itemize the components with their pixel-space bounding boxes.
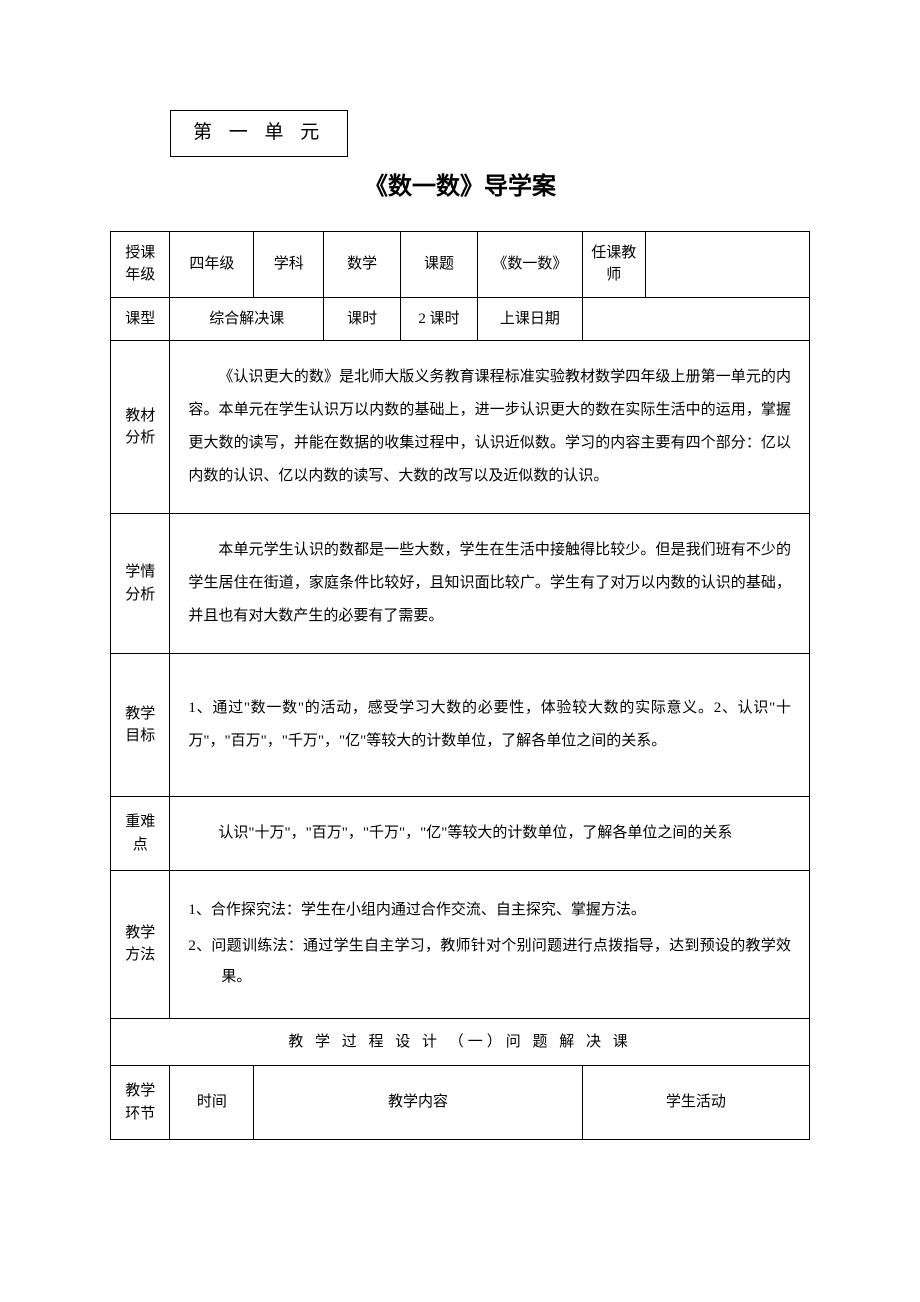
table-row: 学情分析 本单元学生认识的数都是一些大数，学生在生活中接触得比较少。但是我们班有… [111,514,810,654]
goal-label: 教学目标 [111,654,170,797]
grade-label: 授课年级 [111,231,170,297]
period-label: 课时 [324,297,401,341]
table-row: 教学方法 1、合作探究法：学生在小组内通过合作交流、自主探究、掌握方法。 2、问… [111,871,810,1019]
student-label: 学情分析 [111,514,170,654]
unit-label: 第 一 单 元 [170,110,348,157]
teacher-label: 任课教师 [582,231,645,297]
teacher-value [645,231,809,297]
goal-cell: 1、通过"数一数"的活动，感受学习大数的必要性，体验较大数的实际意义。2、认识"… [170,654,810,797]
date-label: 上课日期 [477,297,582,341]
method-cell: 1、合作探究法：学生在小组内通过合作交流、自主探究、掌握方法。 2、问题训练法：… [170,871,810,1019]
material-label: 教材分析 [111,341,170,514]
page-title: 《数一数》导学案 [110,169,810,205]
content-label: 教学内容 [254,1066,582,1140]
activity-label: 学生活动 [582,1066,809,1140]
material-cell: 《认识更大的数》是北师大版义务教育课程标准实验教材数学四年级上册第一单元的内容。… [170,341,810,514]
table-row: 教材分析 《认识更大的数》是北师大版义务教育课程标准实验教材数学四年级上册第一单… [111,341,810,514]
keypoint-label: 重难点 [111,797,170,871]
keypoint-cell: 认识"十万"，"百万"，"千万"，"亿"等较大的计数单位，了解各单位之间的关系 [170,797,810,871]
date-value [582,297,809,341]
process-header: 教 学 过 程 设 计 （一）问 题 解 决 课 [111,1018,810,1066]
period-value: 2 课时 [401,297,478,341]
keypoint-text: 认识"十万"，"百万"，"千万"，"亿"等较大的计数单位，了解各单位之间的关系 [178,807,801,860]
method-item: 1、合作探究法：学生在小组内通过合作交流、自主探究、掌握方法。 [188,895,791,927]
table-row: 授课年级 四年级 学科 数学 课题 《数一数》 任课教师 [111,231,810,297]
topic-label: 课题 [401,231,478,297]
segment-label: 教学环节 [111,1066,170,1140]
table-row: 课型 综合解决课 课时 2 课时 上课日期 [111,297,810,341]
grade-value: 四年级 [170,231,254,297]
topic-value: 《数一数》 [477,231,582,297]
table-row: 教 学 过 程 设 计 （一）问 题 解 决 课 [111,1018,810,1066]
table-row: 教学环节 时间 教学内容 学生活动 [111,1066,810,1140]
lesson-plan-table: 授课年级 四年级 学科 数学 课题 《数一数》 任课教师 课型 综合解决课 课时… [110,231,810,1141]
method-item: 2、问题训练法：通过学生自主学习，教师针对个别问题进行点拨指导，达到预设的教学效… [188,931,791,994]
type-value: 综合解决课 [170,297,324,341]
time-label: 时间 [170,1066,254,1140]
student-text: 本单元学生认识的数都是一些大数，学生在生活中接触得比较少。但是我们班有不少的学生… [178,524,801,643]
material-text: 《认识更大的数》是北师大版义务教育课程标准实验教材数学四年级上册第一单元的内容。… [178,351,801,503]
subject-value: 数学 [324,231,401,297]
subject-label: 学科 [254,231,324,297]
table-row: 重难点 认识"十万"，"百万"，"千万"，"亿"等较大的计数单位，了解各单位之间… [111,797,810,871]
type-label: 课型 [111,297,170,341]
student-cell: 本单元学生认识的数都是一些大数，学生在生活中接触得比较少。但是我们班有不少的学生… [170,514,810,654]
method-label: 教学方法 [111,871,170,1019]
goal-text: 1、通过"数一数"的活动，感受学习大数的必要性，体验较大数的实际意义。2、认识"… [178,664,801,786]
table-row: 教学目标 1、通过"数一数"的活动，感受学习大数的必要性，体验较大数的实际意义。… [111,654,810,797]
